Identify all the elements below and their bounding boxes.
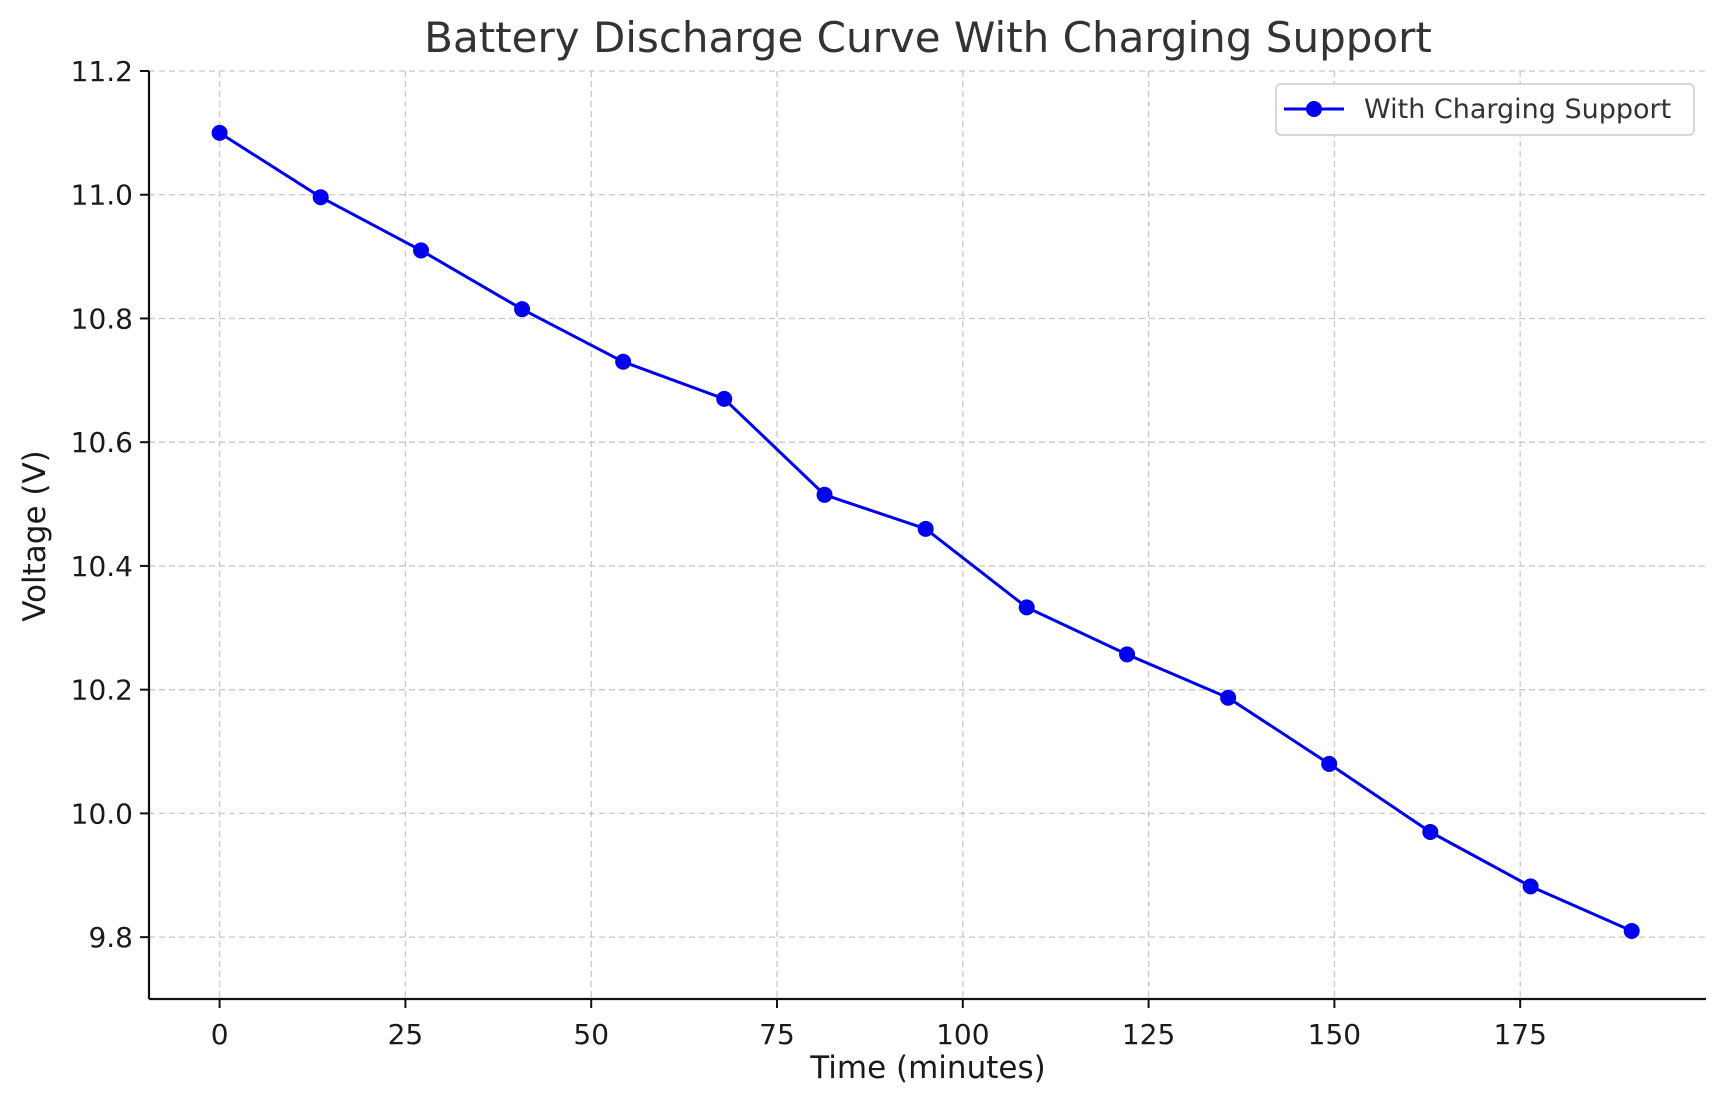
data-point: [312, 189, 329, 206]
data-point: [917, 520, 934, 537]
y-tick-label: 10.4: [71, 550, 133, 583]
data-point: [514, 301, 531, 318]
x-axis-label: Time (minutes): [809, 1050, 1045, 1086]
x-tick-label: 75: [759, 1018, 795, 1051]
x-tick-label: 50: [573, 1018, 609, 1051]
data-point: [1623, 922, 1640, 939]
x-tick-label: 25: [388, 1018, 424, 1051]
data-point: [1220, 689, 1237, 706]
y-axis-label: Voltage (V): [17, 450, 53, 622]
y-tick-label: 9.8: [88, 921, 133, 954]
y-tick-label: 10.8: [71, 302, 133, 335]
y-tick-label: 10.6: [71, 426, 133, 459]
chart-title: Battery Discharge Curve With Charging Su…: [424, 13, 1432, 62]
data-point: [716, 390, 733, 407]
x-tick-label: 175: [1493, 1018, 1546, 1051]
data-point: [1522, 878, 1539, 895]
y-axis-ticks: 9.8 10.0 10.2 10.4 10.6 10.8 11.0 11.2: [71, 55, 149, 954]
legend-box: [1275, 83, 1695, 136]
data-point: [1321, 755, 1338, 772]
data-point: [1119, 646, 1136, 663]
data-point: [1422, 823, 1439, 840]
x-tick-label: 125: [1122, 1018, 1175, 1051]
legend-entry-label: With Charging Support: [1364, 94, 1671, 125]
x-axis-ticks: 0 25 50 75 100 125 150 175: [211, 999, 1547, 1051]
data-point: [816, 486, 833, 503]
data-point: [615, 353, 632, 370]
legend: With Charging Support: [1275, 83, 1695, 136]
axes: [147, 71, 1706, 1001]
grid: [149, 70, 1706, 999]
data-point: [413, 242, 430, 259]
data-point: [211, 124, 228, 141]
y-tick-label: 11.0: [71, 179, 133, 212]
y-tick-label: 10.0: [71, 797, 133, 830]
x-tick-label: 100: [936, 1018, 989, 1051]
y-tick-label: 10.2: [71, 674, 133, 707]
x-tick-label: 150: [1308, 1018, 1361, 1051]
legend-marker-swatch: [1306, 101, 1322, 117]
y-tick-label: 11.2: [71, 55, 133, 88]
series-layer: [211, 124, 1640, 939]
x-tick-label: 0: [211, 1018, 229, 1051]
data-point: [1018, 599, 1035, 616]
